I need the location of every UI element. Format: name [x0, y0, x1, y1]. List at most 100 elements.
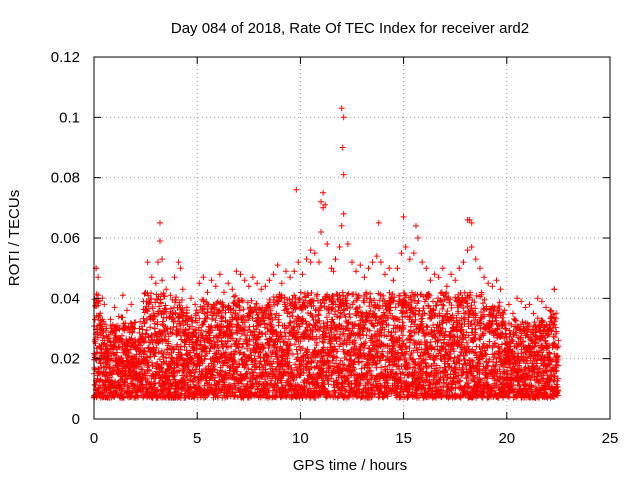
y-tick-label: 0.06 [51, 230, 80, 247]
data-point [311, 250, 318, 257]
data-point [332, 256, 339, 263]
data-point [402, 244, 409, 250]
data-point [551, 286, 558, 293]
data-point [155, 259, 161, 266]
dense-band [91, 289, 562, 401]
data-point [229, 286, 236, 293]
data-point [415, 235, 421, 241]
data-point [330, 268, 337, 275]
data-point [278, 280, 285, 287]
data-point [115, 313, 122, 320]
data-point [373, 253, 380, 260]
data-point [543, 304, 549, 311]
data-point [518, 298, 525, 305]
data-point [225, 280, 232, 287]
data-point [274, 262, 281, 269]
data-point [493, 277, 500, 284]
data-point [241, 277, 248, 284]
data-point [293, 186, 300, 193]
data-point [233, 268, 240, 275]
data-point [318, 229, 324, 235]
data-point [316, 259, 322, 266]
data-point [456, 265, 463, 272]
data-point [148, 274, 155, 281]
data-point [171, 274, 178, 281]
data-point [303, 256, 310, 263]
data-point [423, 265, 430, 272]
data-point [183, 304, 190, 311]
data-point [254, 280, 261, 287]
data-point [410, 250, 417, 257]
data-point [413, 222, 419, 229]
data-point [237, 271, 244, 278]
data-point [204, 289, 211, 296]
data-point [221, 289, 227, 296]
data-point [526, 301, 533, 308]
data-point [188, 295, 194, 302]
data-point [95, 292, 102, 299]
data-point [460, 259, 467, 266]
data-point [406, 256, 413, 263]
x-axis-label: GPS time / hours [293, 457, 407, 474]
data-point [435, 274, 442, 281]
data-point [538, 298, 545, 305]
data-point [136, 325, 143, 332]
data-point [477, 265, 483, 272]
data-point [295, 259, 302, 266]
data-point [307, 259, 314, 266]
data-point [386, 265, 393, 272]
chart-title: Day 084 of 2018, Rate Of TEC Index for r… [171, 20, 529, 37]
data-point [249, 274, 256, 281]
data-point [340, 210, 347, 217]
y-tick-label: 0.02 [51, 351, 80, 368]
data-point [555, 337, 562, 344]
y-tick-label: 0.08 [51, 170, 80, 187]
data-point [489, 283, 496, 290]
data-point [349, 259, 355, 266]
data-point [510, 310, 516, 317]
data-point [192, 301, 199, 308]
data-point [505, 301, 512, 308]
data-point [177, 265, 184, 272]
x-tick-label: 5 [193, 430, 201, 447]
data-point [340, 171, 347, 178]
data-point [128, 301, 135, 308]
data-point [140, 298, 147, 305]
data-point [390, 277, 397, 284]
data-point [534, 295, 541, 302]
data-point [287, 274, 294, 281]
data-point [124, 307, 130, 314]
data-point [339, 144, 346, 151]
data-point [152, 280, 159, 287]
data-point [157, 219, 163, 226]
data-point [375, 219, 382, 226]
data-point [452, 277, 459, 284]
y-axis-label: ROTI / TECUs [6, 190, 23, 286]
y-tick-label: 0.04 [51, 290, 80, 307]
data-point [163, 286, 170, 293]
data-point [353, 268, 360, 275]
x-tick-label: 15 [395, 430, 412, 447]
data-point [377, 259, 384, 266]
data-point [485, 280, 492, 287]
data-point [167, 292, 174, 299]
data-point [270, 271, 277, 278]
data-point [107, 316, 114, 323]
data-point [336, 244, 343, 250]
data-point [398, 250, 405, 257]
x-tick-label: 20 [498, 430, 515, 447]
y-tick-label: 0.12 [51, 49, 80, 66]
grid-lines [94, 57, 610, 419]
data-point [361, 274, 368, 281]
data-point [159, 277, 166, 284]
data-point [208, 277, 215, 284]
data-point [497, 286, 504, 293]
data-point [344, 241, 351, 247]
data-point [216, 271, 223, 278]
data-point [320, 189, 327, 196]
data-point [196, 280, 203, 287]
data-point [322, 201, 329, 208]
data-point [472, 256, 479, 263]
y-tick-label: 0 [72, 411, 80, 428]
data-point [291, 268, 298, 275]
